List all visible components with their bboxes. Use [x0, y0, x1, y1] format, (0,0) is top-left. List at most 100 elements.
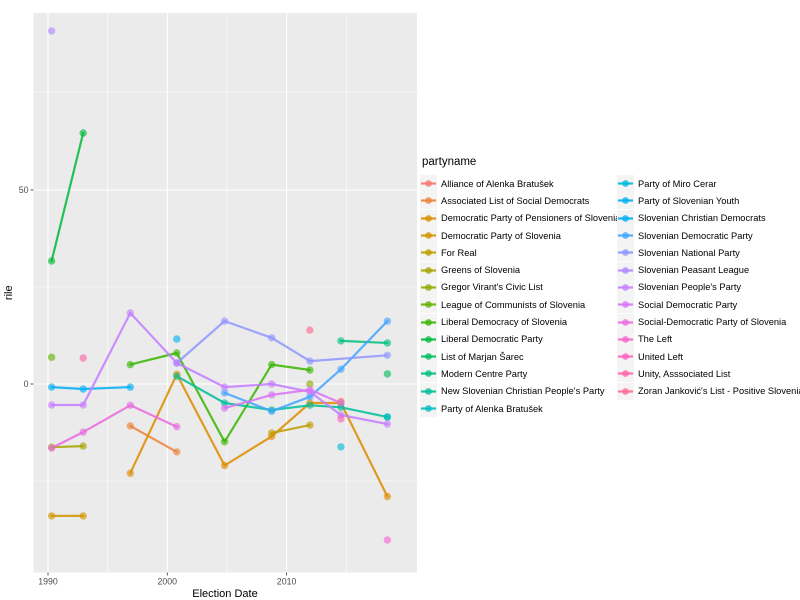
legend-item: List of Marjan Šarec	[420, 348, 617, 366]
data-point	[383, 351, 392, 359]
data-point	[268, 334, 276, 342]
data-point	[173, 372, 181, 380]
legend-item: Democratic Party of Pensioners of Sloven…	[420, 209, 620, 227]
data-point	[126, 383, 134, 391]
legend-item-label: Slovenian Christian Democrats	[638, 213, 766, 224]
data-point	[383, 413, 392, 421]
legend-item-label: League of Communists of Slovenia	[441, 299, 586, 310]
data-point	[220, 383, 229, 391]
legend-key-icon	[420, 209, 437, 227]
legend-key-icon	[617, 278, 634, 296]
data-point	[383, 492, 392, 501]
legend-item: Slovenian Peasant League	[617, 261, 800, 279]
legend-title: partyname	[422, 156, 477, 168]
legend-item-label: Associated List of Social Democrats	[441, 195, 590, 206]
major-gridlines	[33, 13, 417, 573]
legend-item-label: Alliance of Alenka Bratušek	[441, 178, 554, 189]
data-point	[126, 469, 134, 477]
data-point	[173, 423, 181, 431]
legend-items: Alliance of Alenka Bratušek Associated Li…	[420, 175, 800, 417]
legend-key-icon	[617, 209, 634, 227]
legend-item-label: Slovenian Democratic Party	[638, 230, 753, 241]
legend-key-icon	[617, 175, 634, 193]
data-point	[47, 401, 56, 409]
legend-item-label: For Real	[441, 247, 477, 258]
data-point	[383, 370, 392, 378]
data-point	[126, 422, 134, 430]
legend-key-icon	[617, 192, 634, 210]
series-line-9	[50, 131, 85, 263]
legend-item-label: Democratic Party of Slovenia	[441, 230, 561, 241]
data-point	[220, 399, 229, 407]
x-tick-label-2010: 2010	[277, 577, 297, 587]
series-line-21	[223, 388, 342, 410]
data-point	[47, 27, 56, 35]
data-point	[337, 399, 345, 407]
legend-item: Greens of Slovenia	[420, 261, 617, 279]
data-point	[173, 349, 181, 357]
legend-key-icon	[617, 365, 634, 383]
legend-item-label: Social Democratic Party	[638, 299, 738, 310]
data-point	[126, 401, 134, 409]
data-point	[79, 428, 87, 436]
legend-key-icon	[420, 348, 437, 366]
data-point	[220, 317, 229, 325]
legend-key-icon	[420, 400, 437, 417]
legend-key-icon	[617, 227, 634, 245]
data-point	[306, 386, 314, 394]
data-point	[337, 365, 345, 373]
data-point	[47, 383, 56, 391]
legend-item: Unity, Asssociated List	[617, 365, 800, 383]
series-line-1	[129, 424, 178, 453]
minor-gridlines	[33, 13, 417, 573]
legend-item: Zoran Janković's List - Positive Sloveni…	[617, 382, 800, 400]
x-tick-label-1990: 1990	[38, 577, 58, 587]
series-line-4	[270, 424, 311, 434]
legend-key-icon	[420, 278, 437, 296]
legend-item: New Slovenian Christian People's Party	[420, 382, 617, 400]
legend-key-icon	[420, 175, 437, 193]
legend-item: Slovenian Democratic Party	[617, 227, 800, 245]
legend-item-label: List of Marjan Šarec	[441, 351, 524, 362]
legend-item-label: Modern Centre Party	[441, 368, 528, 379]
legend: partyname Alliance of Alenka Bratušek Ass…	[420, 156, 800, 417]
plot-panel	[33, 13, 417, 573]
legend-key-icon	[420, 296, 437, 314]
legend-item-label: United Left	[638, 351, 683, 362]
legend-item: The Left	[617, 330, 800, 348]
series-line-11	[339, 339, 389, 344]
legend-key-icon	[617, 330, 634, 348]
legend-key-icon	[420, 227, 437, 245]
legend-key-icon	[617, 244, 634, 262]
legend-item-label: Zoran Janković's List - Positive Sloveni…	[638, 386, 800, 397]
legend-item: Party of Miro Cerar	[617, 175, 800, 193]
legend-key-icon	[420, 192, 437, 210]
data-point	[173, 359, 181, 367]
legend-item: For Real	[420, 244, 617, 262]
legend-item-label: Greens of Slovenia	[441, 265, 521, 276]
legend-key-icon	[420, 244, 437, 262]
series-line-22	[50, 404, 178, 450]
data-point	[79, 385, 87, 393]
data-point	[306, 380, 314, 388]
data-point	[306, 366, 314, 374]
data-point	[79, 354, 87, 362]
series-line-12	[175, 375, 389, 419]
legend-item-label: Liberal Democracy of Slovenia	[441, 317, 568, 328]
legend-item: Social Democratic Party	[617, 296, 800, 314]
legend-item: Party of Alenka Bratušek	[420, 400, 617, 417]
data-point	[337, 415, 345, 423]
legend-item: Liberal Democratic Party	[420, 330, 617, 348]
data-point	[220, 389, 229, 397]
data-point	[47, 257, 56, 265]
data-point	[337, 337, 345, 345]
legend-item: Slovenian People's Party	[617, 278, 800, 296]
data-point	[126, 309, 134, 317]
data-point	[306, 326, 314, 334]
data-point	[79, 401, 87, 409]
legend-item: Gregor Virant's Civic List	[420, 278, 617, 296]
legend-item-label: The Left	[638, 334, 673, 345]
legend-item: Democratic Party of Slovenia	[420, 227, 617, 245]
legend-key-icon	[420, 365, 437, 383]
